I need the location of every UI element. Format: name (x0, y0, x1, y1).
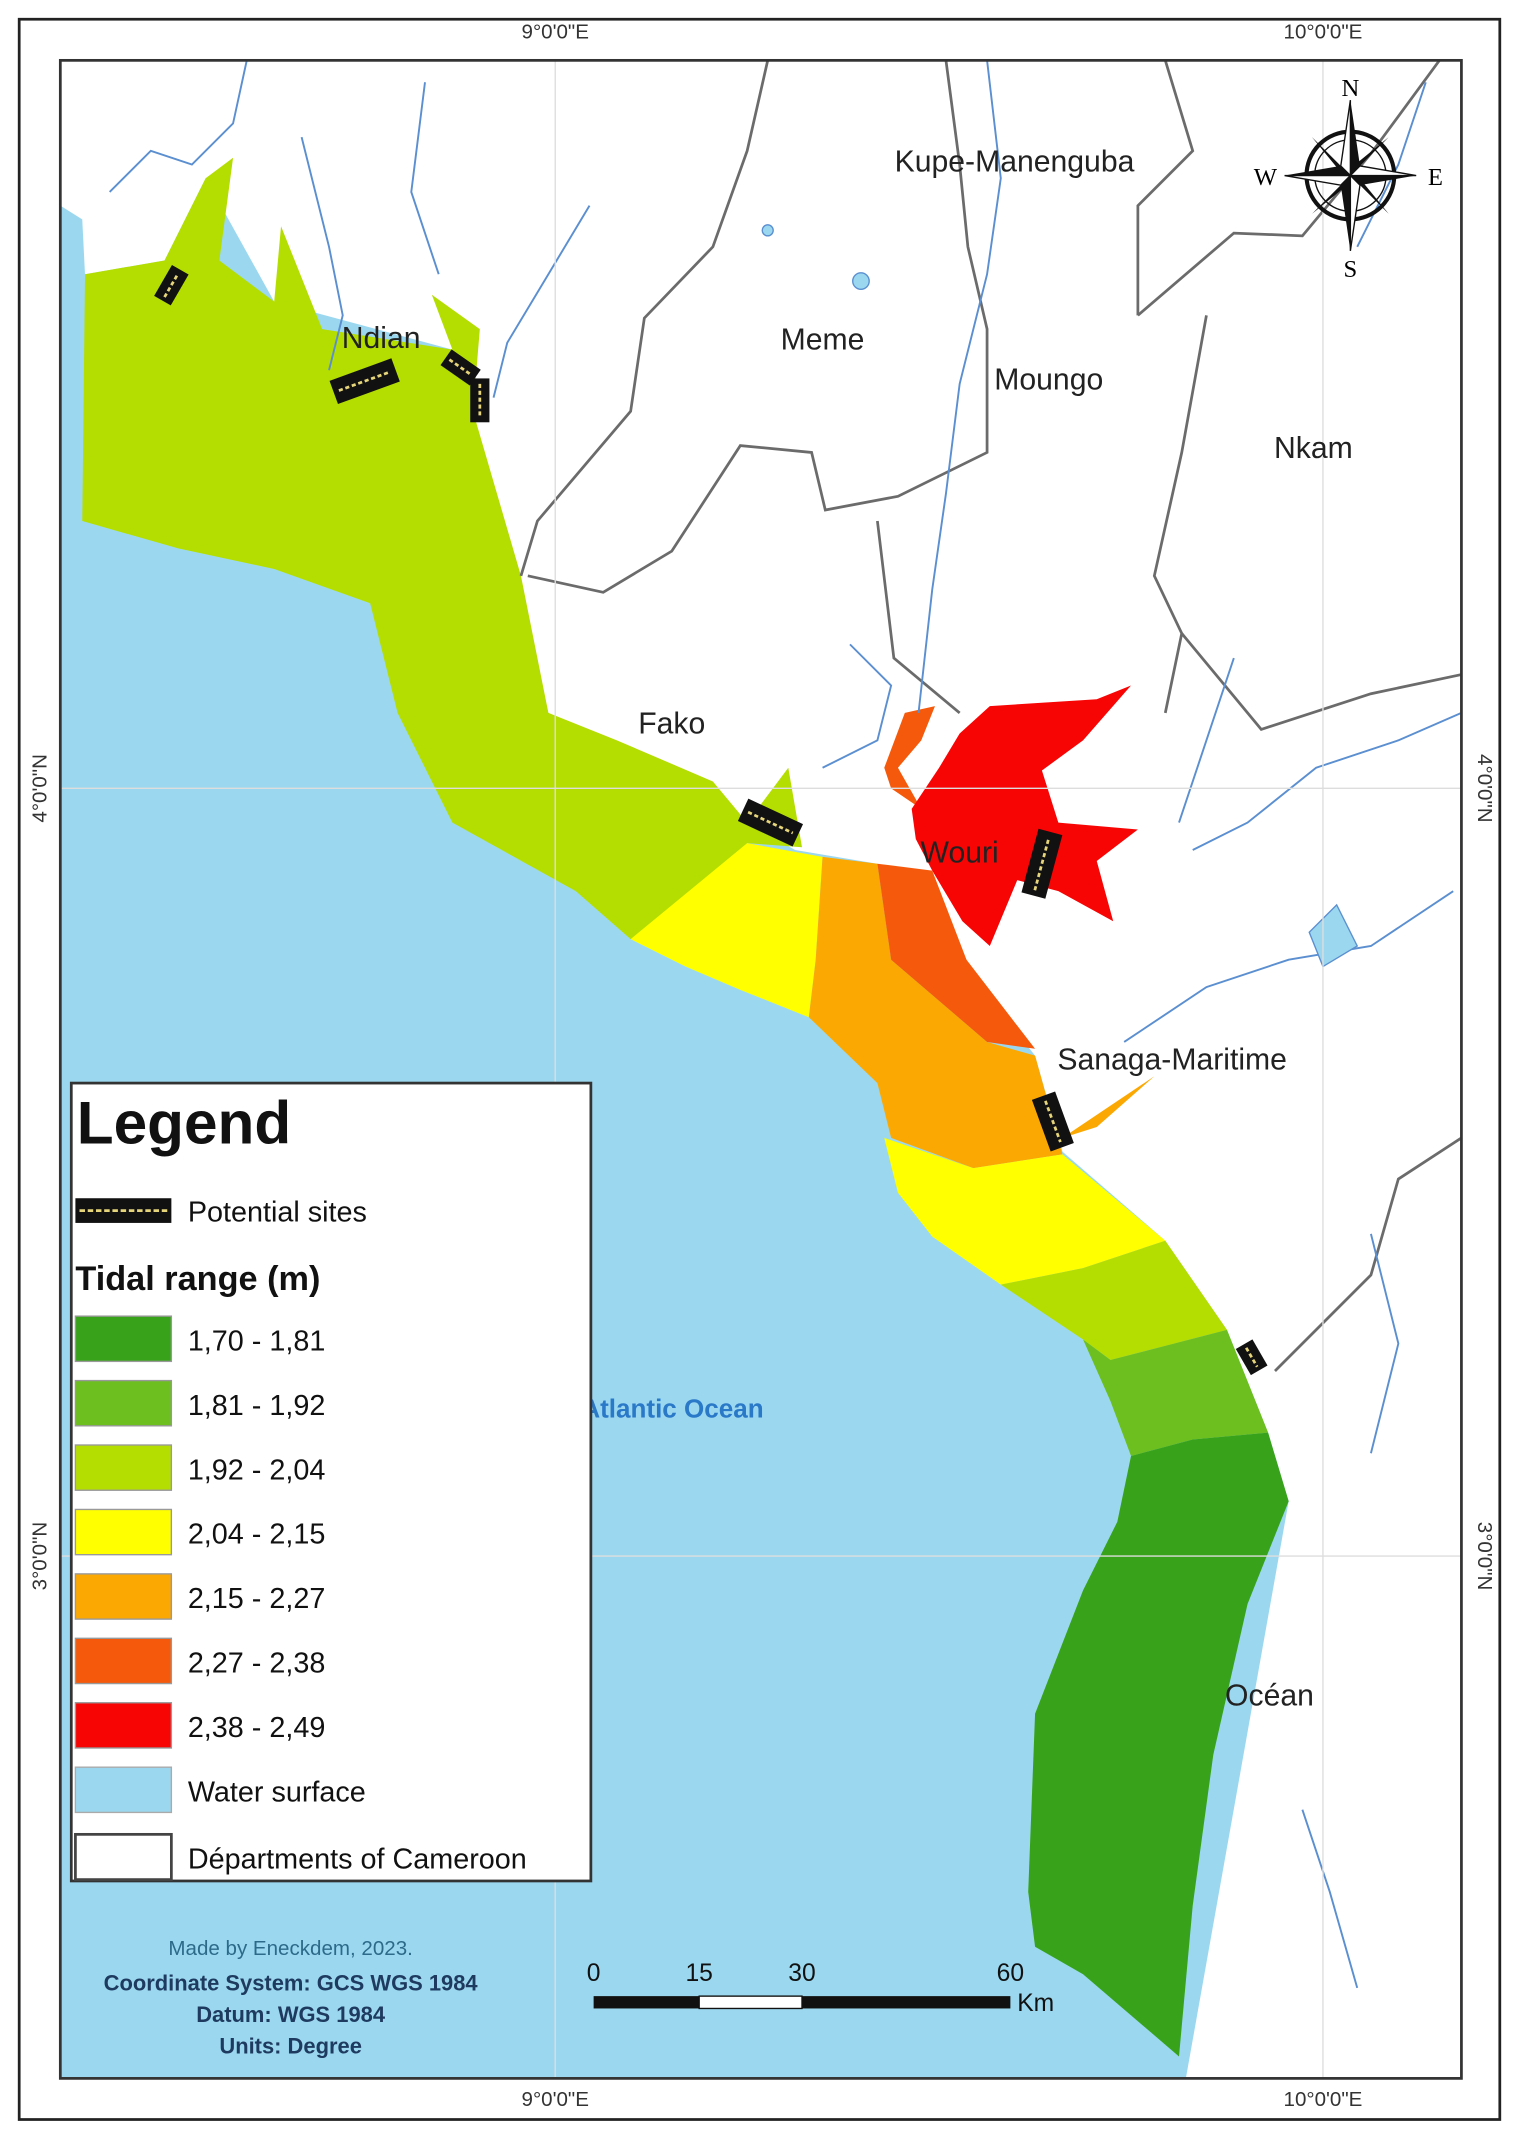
legend-class-label: 1,92 - 2,04 (188, 1454, 326, 1486)
site-marker[interactable] (470, 378, 490, 423)
lat-label-left-4: 4°0'0"N (29, 754, 52, 823)
scale-tick-30: 30 (788, 1960, 815, 1987)
site-marker[interactable] (737, 798, 804, 847)
potential-sites (154, 264, 1268, 1376)
lon-label-bottom-9: 9°0'0"E (522, 2088, 589, 2111)
legend: Legend Potential sites Tidal range (m) 1… (69, 1081, 593, 1883)
lon-label-top-9: 9°0'0"E (522, 20, 589, 43)
label-sanaga-maritime: Sanaga-Maritime (1057, 1043, 1287, 1076)
legend-water-surface: Water surface (188, 1776, 366, 1808)
label-moungo: Moungo (994, 363, 1103, 396)
legend-swatch-class-4 (74, 1573, 173, 1620)
legend-swatch-class-3 (74, 1508, 173, 1556)
potential-sites-swatch (75, 1198, 172, 1223)
zone-1.70-1.81 (1028, 1432, 1289, 2057)
label-wouri: Wouri (921, 836, 999, 869)
lat-label-right-3: 3°0'0"N (1473, 1522, 1496, 1591)
zone-2.04-2.15-south (884, 1137, 1166, 1285)
site-marker[interactable] (440, 349, 481, 386)
legend-class-label: 2,15 - 2,27 (188, 1583, 326, 1615)
legend-class-label: 2,38 - 2,49 (188, 1712, 326, 1744)
credit-coordinate-system: Coordinate System: GCS WGS 1984 (104, 1971, 479, 1996)
legend-potential-sites: Potential sites (188, 1197, 367, 1229)
legend-swatch-departments (74, 1832, 173, 1881)
legend-swatch-class-6 (74, 1702, 173, 1749)
scale-tick-15: 15 (685, 1960, 712, 1987)
north-arrow-compass-icon: N S E W (1254, 75, 1443, 283)
credit-made-by: Made by Eneckdem, 2023. (168, 1937, 412, 1960)
scale-tick-60: 60 (997, 1960, 1024, 1987)
credit-units: Units: Degree (219, 2034, 362, 2059)
legend-departments: Départments of Cameroon (188, 1844, 527, 1876)
site-marker[interactable] (329, 358, 400, 405)
legend-tidal-title: Tidal range (m) (75, 1260, 320, 1298)
compass-s: S (1344, 256, 1358, 283)
lat-label-left-3: 3°0'0"N (29, 1522, 52, 1591)
scale-tick-0: 0 (587, 1960, 601, 1987)
label-kupe-manenguba: Kupe-Manenguba (895, 145, 1135, 178)
compass-e: E (1428, 164, 1443, 191)
legend-swatch-water (74, 1766, 173, 1814)
rivers (108, 60, 1462, 1989)
lat-label-right-4: 4°0'0"N (1473, 754, 1496, 823)
zone-2.27-2.38-estuary (884, 706, 935, 809)
label-meme: Meme (781, 324, 865, 357)
outer-frame (17, 17, 1502, 2121)
site-marker[interactable] (1021, 828, 1063, 899)
label-fako: Fako (638, 707, 705, 740)
zone-2.04-2.15-north (630, 843, 823, 1018)
zone-1.92-2.04-north (82, 157, 802, 940)
zone-2.38-2.49-wouri (911, 685, 1138, 946)
legend-title: Legend (77, 1088, 291, 1156)
zone-1.92-2.04-south (1000, 1240, 1227, 1361)
compass-n: N (1341, 75, 1359, 102)
credit-datum: Datum: WGS 1984 (196, 2002, 386, 2027)
zone-1.81-1.92 (1083, 1329, 1269, 1456)
lon-label-bottom-10: 10°0'0"E (1284, 2088, 1363, 2111)
legend-swatch-class-5 (74, 1637, 173, 1685)
scale-bar: 0 15 30 60 Km (587, 1960, 1054, 2017)
legend-class-label: 2,04 - 2,15 (188, 1519, 326, 1551)
legend-swatch-class-0 (74, 1315, 173, 1363)
land-departments (60, 60, 1462, 2079)
label-atlantic-ocean: Atlantic Ocean (581, 1394, 763, 1424)
legend-swatch-class-2 (74, 1444, 173, 1491)
lon-label-top-10: 10°0'0"E (1284, 20, 1363, 43)
label-ndian: Ndian (342, 322, 421, 355)
site-marker[interactable] (1235, 1339, 1268, 1376)
legend-class-label: 1,81 - 1,92 (188, 1390, 326, 1422)
compass-w: W (1254, 164, 1278, 191)
legend-class-label: 2,27 - 2,38 (188, 1648, 326, 1680)
legend-swatch-class-1 (74, 1379, 173, 1427)
site-marker[interactable] (154, 264, 189, 306)
legend-class-label: 1,70 - 1,81 (188, 1325, 326, 1357)
label-ocean: Océan (1225, 1679, 1314, 1712)
map-frame (58, 58, 1463, 2080)
scale-unit: Km (1017, 1990, 1054, 2017)
label-nkam: Nkam (1274, 432, 1353, 465)
zone-2.27-2.38 (877, 863, 1036, 1049)
zone-2.15-2.27 (808, 856, 1063, 1169)
site-marker[interactable] (1031, 1091, 1074, 1152)
